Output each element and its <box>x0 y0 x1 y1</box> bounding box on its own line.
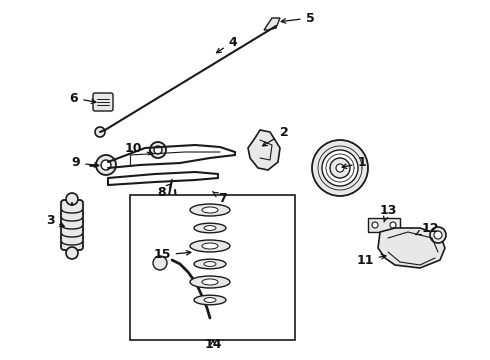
Circle shape <box>95 127 105 137</box>
Polygon shape <box>264 18 280 30</box>
Text: 13: 13 <box>379 203 397 222</box>
Text: 8: 8 <box>158 184 172 199</box>
Circle shape <box>434 231 442 239</box>
Ellipse shape <box>202 279 218 285</box>
Text: 11: 11 <box>356 253 386 266</box>
FancyBboxPatch shape <box>93 93 113 111</box>
Polygon shape <box>368 218 400 232</box>
Circle shape <box>372 222 378 228</box>
Ellipse shape <box>204 226 216 230</box>
Circle shape <box>153 256 167 270</box>
Circle shape <box>390 222 396 228</box>
Text: 3: 3 <box>46 213 64 226</box>
Circle shape <box>322 150 358 186</box>
Circle shape <box>66 193 78 205</box>
Ellipse shape <box>202 207 218 213</box>
Circle shape <box>66 247 78 259</box>
Bar <box>130 195 295 340</box>
Text: 14: 14 <box>204 338 222 351</box>
Circle shape <box>167 200 177 210</box>
Text: 15: 15 <box>153 248 191 261</box>
Circle shape <box>312 140 368 196</box>
Polygon shape <box>378 228 445 268</box>
Text: 6: 6 <box>70 91 96 104</box>
Ellipse shape <box>190 276 230 288</box>
Circle shape <box>330 158 350 178</box>
Ellipse shape <box>204 262 216 266</box>
Ellipse shape <box>194 223 226 233</box>
Ellipse shape <box>194 295 226 305</box>
Text: 12: 12 <box>416 221 439 235</box>
Ellipse shape <box>190 240 230 252</box>
Polygon shape <box>162 256 178 272</box>
Text: 7: 7 <box>213 192 226 204</box>
Ellipse shape <box>204 298 216 302</box>
Circle shape <box>154 146 162 154</box>
FancyBboxPatch shape <box>61 200 83 250</box>
Text: 9: 9 <box>72 157 99 170</box>
Text: 5: 5 <box>281 12 315 24</box>
Ellipse shape <box>190 204 230 216</box>
Ellipse shape <box>202 243 218 249</box>
Text: 4: 4 <box>217 36 237 53</box>
Polygon shape <box>248 130 280 170</box>
Text: 2: 2 <box>263 126 289 146</box>
Text: 1: 1 <box>342 157 367 170</box>
Circle shape <box>430 227 446 243</box>
Text: 10: 10 <box>124 141 153 155</box>
Circle shape <box>150 142 166 158</box>
Circle shape <box>336 164 344 172</box>
Ellipse shape <box>194 259 226 269</box>
Circle shape <box>101 160 111 170</box>
Circle shape <box>96 155 116 175</box>
